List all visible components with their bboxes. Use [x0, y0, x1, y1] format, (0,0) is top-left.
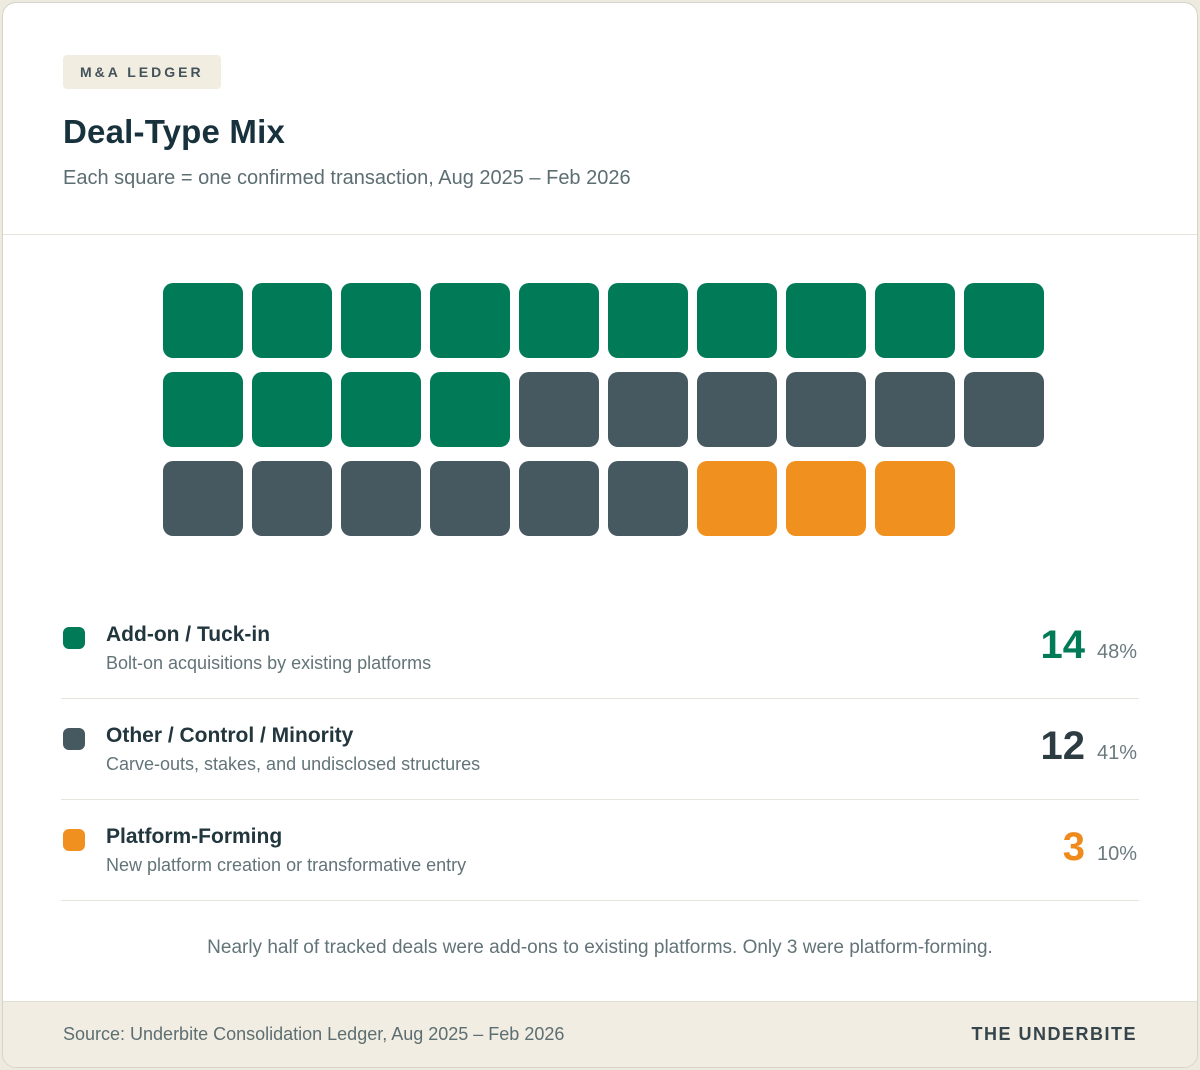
- waffle-square: [252, 461, 332, 536]
- legend-row-other: Other / Control / Minority Carve-outs, s…: [61, 699, 1139, 800]
- waffle-square: [519, 283, 599, 358]
- other-swatch: [63, 728, 85, 750]
- ledger-badge: M&A LEDGER: [63, 55, 221, 89]
- waffle-square: [430, 372, 510, 447]
- legend-row-platform: Platform-Forming New platform creation o…: [61, 800, 1139, 901]
- legend-count: 3: [1062, 825, 1085, 869]
- waffle-square: [608, 461, 688, 536]
- waffle-square: [252, 372, 332, 447]
- brand-text: THE UNDERBITE: [971, 1024, 1137, 1044]
- waffle-square: [697, 283, 777, 358]
- waffle-square: [163, 372, 243, 447]
- waffle-square: [875, 461, 955, 536]
- waffle-square: [341, 372, 421, 447]
- legend-percent: 41%: [1096, 742, 1137, 764]
- source-text: Source: Underbite Consolidation Ledger, …: [63, 1024, 565, 1044]
- waffle-square: [786, 372, 866, 447]
- legend-label: Platform-Forming: [106, 825, 283, 848]
- waffle-square: [875, 372, 955, 447]
- legend-row-addon: Add-on / Tuck-in Bolt-on acquisitions by…: [61, 598, 1139, 699]
- legend-desc: Bolt-on acquisitions by existing platfor…: [106, 653, 432, 673]
- waffle-square: [341, 461, 421, 536]
- platform-swatch: [63, 829, 85, 851]
- waffle-square: [163, 461, 243, 536]
- waffle-chart-section: [3, 235, 1197, 598]
- waffle-square: [608, 372, 688, 447]
- waffle-square: [875, 283, 955, 358]
- waffle-square: [964, 283, 1044, 358]
- legend-percent: 10%: [1096, 843, 1137, 865]
- waffle-square: [697, 461, 777, 536]
- waffle-square: [430, 283, 510, 358]
- waffle-grid: [163, 283, 1137, 536]
- card-footer: Source: Underbite Consolidation Ledger, …: [3, 1001, 1197, 1067]
- legend-count: 12: [1040, 724, 1085, 768]
- legend-label: Other / Control / Minority: [106, 724, 354, 747]
- waffle-square: [341, 283, 421, 358]
- summary-note: Nearly half of tracked deals were add-on…: [207, 937, 993, 958]
- legend: Add-on / Tuck-in Bolt-on acquisitions by…: [3, 598, 1197, 901]
- card-header: M&A LEDGER Deal-Type Mix Each square = o…: [3, 3, 1197, 235]
- waffle-square: [786, 461, 866, 536]
- waffle-square: [163, 283, 243, 358]
- legend-label: Add-on / Tuck-in: [106, 623, 271, 646]
- waffle-square: [608, 283, 688, 358]
- waffle-square: [519, 461, 599, 536]
- waffle-square: [430, 461, 510, 536]
- waffle-square: [252, 283, 332, 358]
- waffle-square: [786, 283, 866, 358]
- legend-desc: New platform creation or transformative …: [106, 855, 467, 875]
- page-subtitle: Each square = one confirmed transaction,…: [63, 167, 631, 189]
- waffle-square: [519, 372, 599, 447]
- waffle-square: [697, 372, 777, 447]
- legend-percent: 48%: [1096, 641, 1137, 663]
- waffle-square: [964, 372, 1044, 447]
- addon-swatch: [63, 627, 85, 649]
- legend-desc: Carve-outs, stakes, and undisclosed stru…: [106, 754, 481, 774]
- legend-count: 14: [1040, 623, 1085, 667]
- page-title: Deal-Type Mix: [63, 113, 286, 150]
